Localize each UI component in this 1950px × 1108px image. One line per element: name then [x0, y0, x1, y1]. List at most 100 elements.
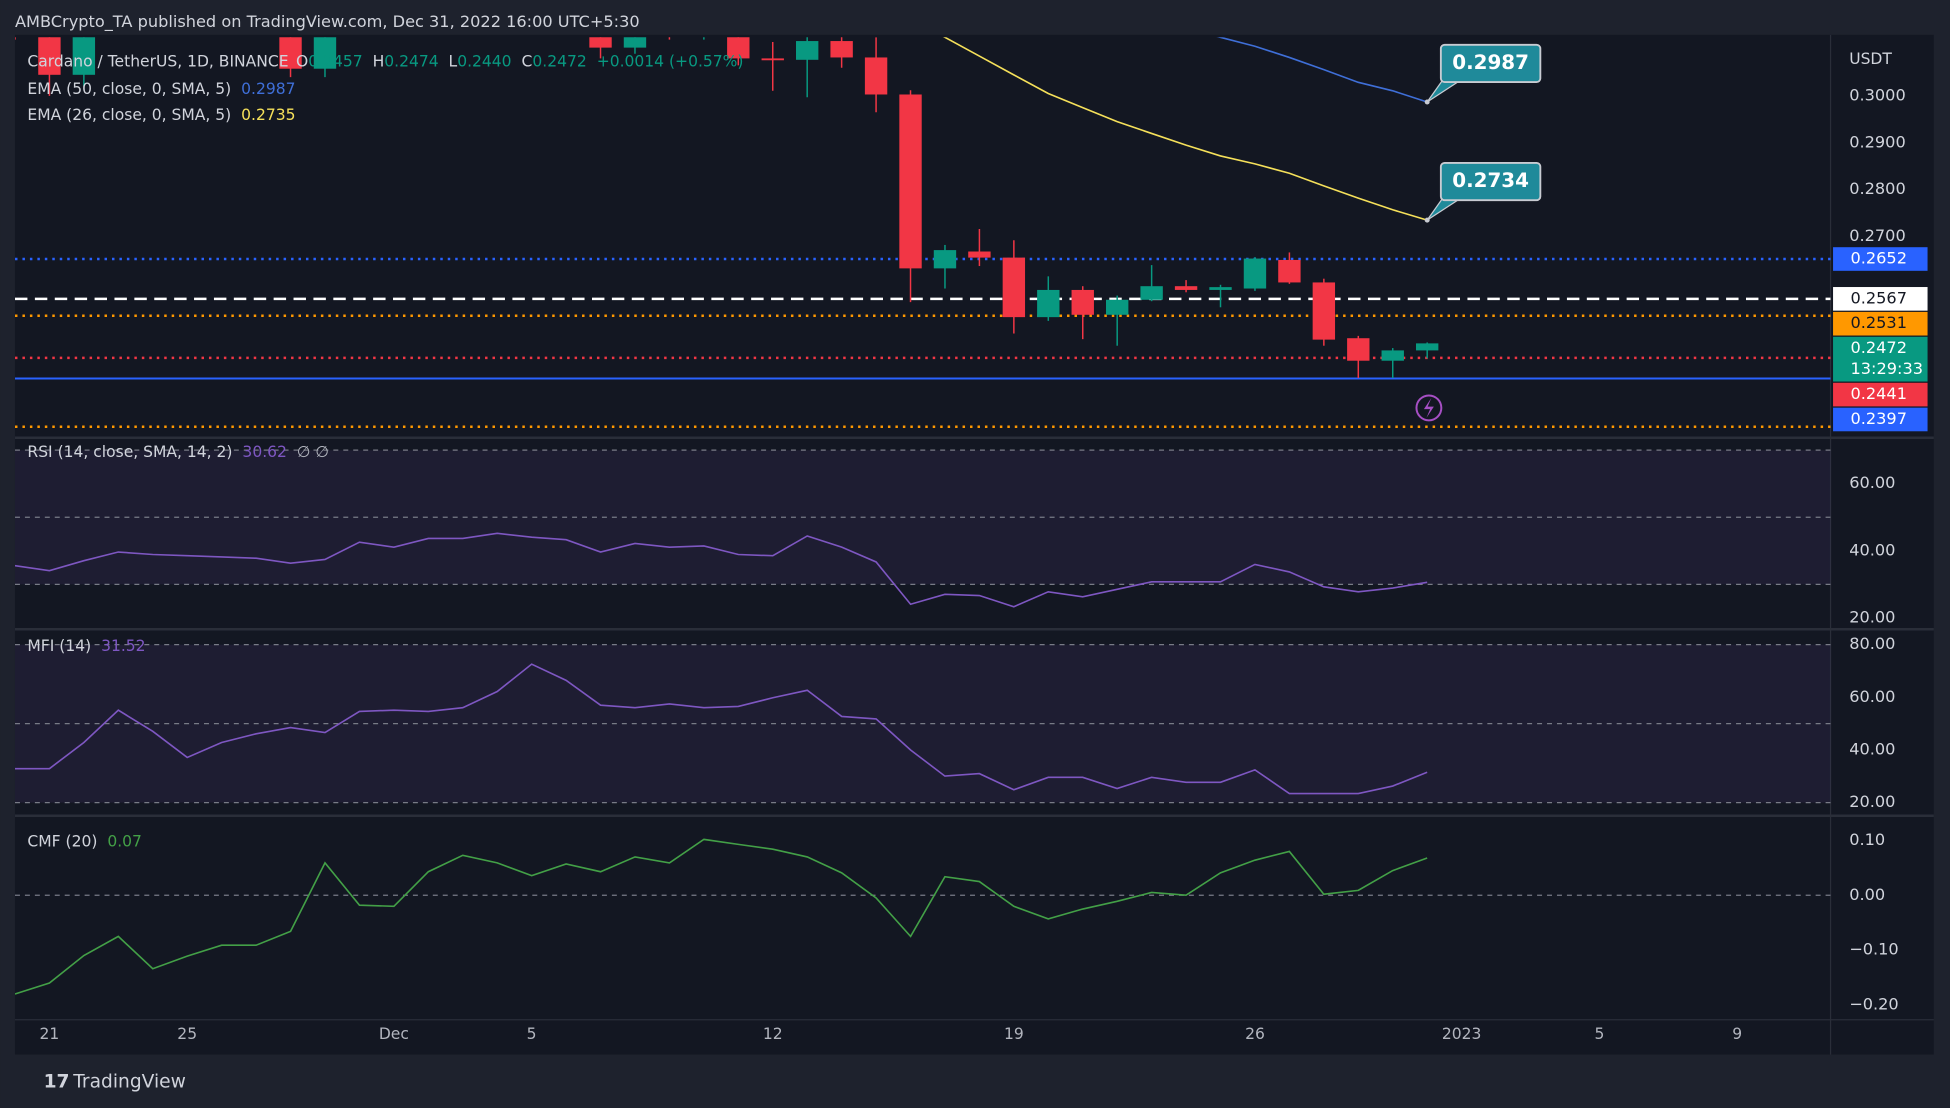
candle-body	[1243, 258, 1267, 289]
candle-body	[1381, 350, 1404, 361]
candle-body	[933, 250, 957, 269]
callout-box	[1439, 43, 1542, 84]
price-label: 13:29:33	[1850, 359, 1923, 378]
legend-change: +0.0014 (+0.57%)	[597, 53, 744, 71]
candle-body	[1209, 287, 1232, 290]
price-label: 0.2472	[1850, 338, 1907, 357]
series-line	[14, 838, 1428, 995]
y-tick-label: 20.00	[1849, 792, 1895, 811]
x-tick-label: 9	[1732, 1025, 1742, 1043]
candle-body	[589, 37, 612, 48]
y-tick-label: 0.00	[1849, 885, 1885, 904]
candle-body	[1071, 289, 1094, 315]
candle-body	[727, 37, 750, 59]
legend-value: 0.2472	[532, 53, 586, 71]
pane	[14, 838, 1831, 995]
x-tick-label: 2023	[1442, 1025, 1482, 1043]
candle-body	[1415, 343, 1439, 351]
x-tick-label: 5	[1594, 1025, 1604, 1043]
brand-logo: 17	[44, 1071, 70, 1092]
x-tick-label: 26	[1245, 1025, 1265, 1043]
candle-body	[1037, 289, 1060, 318]
x-tick-label: Dec	[379, 1025, 409, 1043]
legend-value: 0.2474	[384, 53, 438, 71]
legend-key: C	[522, 53, 533, 71]
legend-extra: ∅ ∅	[297, 443, 329, 461]
legend-value: 0.07	[107, 832, 142, 850]
candle-body	[313, 37, 337, 69]
brand-name: TradingView	[72, 1071, 186, 1092]
event-icon	[1415, 394, 1443, 422]
candle-body	[1312, 282, 1336, 340]
candle-body	[968, 251, 991, 258]
legend-name: RSI (14, close, SMA, 14, 2)	[27, 443, 232, 461]
candle-body	[1105, 299, 1129, 315]
price-label-box	[1833, 336, 1928, 382]
y-tick-label: 60.00	[1849, 687, 1895, 706]
y-tick-label: 80.00	[1849, 634, 1895, 653]
candle-body	[761, 58, 784, 61]
legend-value: 31.52	[101, 637, 145, 655]
y-tick-label: 60.00	[1849, 473, 1895, 492]
price-label: 0.2567	[1850, 288, 1907, 307]
price-label-box	[1833, 407, 1928, 432]
x-tick-label: 25	[177, 1025, 197, 1043]
pane	[14, 37, 1831, 429]
candle-body	[1278, 259, 1301, 283]
candle-body	[864, 57, 888, 95]
y-tick-label: 0.2900	[1849, 132, 1906, 151]
y-tick-label: 0.2700	[1849, 226, 1906, 245]
event-icon-bolt	[1423, 397, 1434, 418]
price-label: 0.2397	[1850, 409, 1907, 428]
candle-body	[1140, 286, 1163, 300]
candle-body	[1002, 257, 1026, 318]
series-line	[943, 37, 1428, 221]
callout-anchor	[1424, 217, 1430, 223]
price-label: 0.2441	[1850, 384, 1907, 403]
y-tick-label: 0.2800	[1849, 179, 1906, 198]
candle-body	[279, 37, 302, 69]
x-tick-label: 12	[763, 1025, 783, 1043]
callout-anchor	[1424, 99, 1430, 105]
pane	[14, 644, 1831, 804]
legend-value: 0.2735	[241, 106, 295, 124]
price-label-box	[1833, 311, 1928, 336]
y-tick-label: 0.3000	[1849, 85, 1906, 104]
price-label: 0.2652	[1850, 249, 1907, 268]
legend-value: 0.2987	[241, 80, 295, 98]
legend-title: Cardano / TetherUS, 1D, BINANCE	[27, 53, 288, 71]
legend-name: EMA (26, close, 0, SMA, 5)	[27, 106, 231, 124]
callout-text: 0.2734	[1452, 169, 1529, 192]
pane	[14, 449, 1831, 608]
legend-key: H	[373, 53, 385, 71]
y-tick-label: −0.10	[1849, 940, 1899, 959]
series-line	[1217, 37, 1428, 103]
candle-body	[38, 37, 61, 75]
x-tick-label: 19	[1004, 1025, 1024, 1043]
candle-body	[1347, 338, 1370, 361]
y-tick-label: 40.00	[1849, 540, 1895, 559]
y-tick-label: 20.00	[1849, 607, 1895, 626]
candle-body	[72, 37, 96, 75]
legend-name: EMA (50, close, 0, SMA, 5)	[27, 80, 231, 98]
candle-body	[1174, 286, 1198, 290]
callout-box	[1439, 161, 1542, 202]
legend-value: 0.2457	[308, 53, 362, 71]
price-label: 0.2531	[1850, 313, 1907, 332]
legend-value: 0.2440	[457, 53, 511, 71]
legend-name: CMF (20)	[27, 832, 97, 850]
callout-text: 0.2987	[1452, 51, 1529, 74]
legend-key: O	[296, 53, 308, 71]
axis-unit: USDT	[1849, 50, 1892, 68]
chart-area	[14, 34, 1934, 1055]
y-tick-label: 0.10	[1849, 830, 1885, 849]
y-tick-label: 40.00	[1849, 739, 1895, 758]
price-label-box	[1833, 382, 1928, 407]
price-label-box	[1833, 287, 1928, 311]
publisher: AMBCrypto_TA published on TradingView.co…	[15, 12, 640, 32]
candle-body	[899, 94, 922, 269]
series-line	[14, 663, 1428, 795]
legend-value: 30.62	[242, 443, 286, 461]
